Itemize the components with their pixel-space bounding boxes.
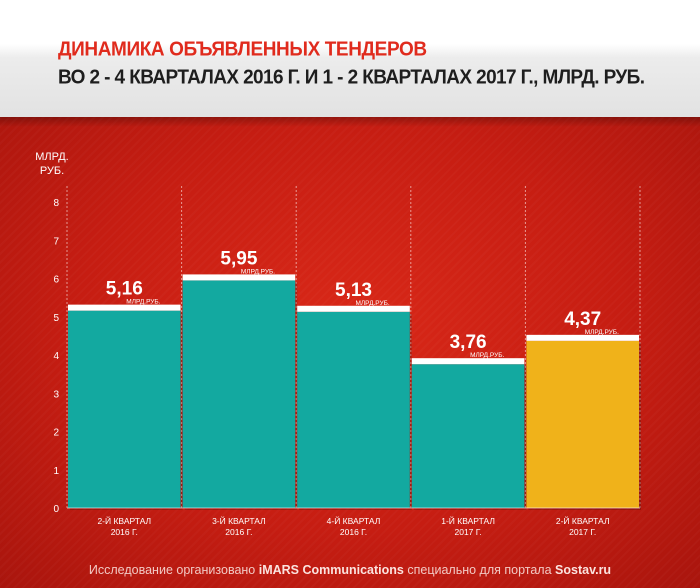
data-unit-label: МЛРД.РУБ. — [585, 329, 619, 336]
footer-brand: iMARS Communications — [258, 563, 404, 577]
data-label: 5,95 — [220, 248, 257, 269]
header: ДИНАМИКА ОБЪЯВЛЕННЫХ ТЕНДЕРОВ ВО 2 - 4 К… — [0, 0, 700, 117]
data-label: 5,16 — [106, 279, 143, 300]
bar — [297, 311, 410, 508]
data-label: 4,37 — [564, 309, 601, 330]
y-tick-label: 5 — [53, 313, 59, 324]
data-label: 5,13 — [335, 280, 372, 301]
x-tick-label: 2017 Г. — [454, 527, 481, 537]
bar-cap — [526, 334, 639, 341]
y-axis-label: МЛРД. — [35, 151, 69, 163]
x-tick-label: 2016 Г. — [225, 527, 252, 537]
bar-cap — [297, 305, 410, 312]
y-tick-label: 2 — [53, 428, 59, 439]
footer-portal: Sostav.ru — [555, 563, 612, 577]
footer-credit: Исследование организовано iMARS Communic… — [0, 563, 700, 577]
chart-subtitle: ВО 2 - 4 КВАРТАЛАХ 2016 Г. И 1 - 2 КВАРТ… — [58, 66, 645, 89]
y-tick-label: 7 — [53, 236, 59, 247]
bar — [68, 310, 181, 508]
data-unit-label: МЛРД.РУБ. — [241, 268, 275, 275]
y-axis-label: РУБ. — [40, 165, 64, 177]
y-tick-label: 0 — [53, 504, 59, 515]
bar-cap — [182, 274, 296, 281]
y-tick-label: 1 — [53, 466, 59, 477]
x-tick-label: 3-Й КВАРТАЛ — [212, 515, 266, 526]
bar-cap — [411, 358, 525, 365]
y-tick-label: 8 — [53, 198, 59, 209]
x-tick-label: 2-Й КВАРТАЛ — [97, 515, 151, 526]
data-unit-label: МЛРД.РУБ. — [470, 352, 504, 359]
bar — [411, 364, 525, 508]
footer-text-2: специально для портала — [403, 563, 556, 577]
x-tick-label: 2016 Г. — [340, 527, 367, 537]
y-tick-label: 3 — [53, 389, 59, 400]
bar — [526, 340, 639, 508]
bar — [182, 280, 296, 508]
x-tick-label: 2-Й КВАРТАЛ — [556, 515, 610, 526]
footer-text-1: Исследование организовано — [88, 563, 259, 577]
x-tick-label: 2017 Г. — [569, 527, 596, 537]
bar-cap — [68, 304, 181, 311]
data-unit-label: МЛРД.РУБ. — [126, 299, 160, 306]
data-label: 3,76 — [450, 332, 487, 353]
y-tick-label: 4 — [53, 351, 59, 362]
x-tick-label: 4-Й КВАРТАЛ — [327, 515, 381, 526]
x-tick-label: 2016 Г. — [111, 527, 138, 537]
chart-title: ДИНАМИКА ОБЪЯВЛЕННЫХ ТЕНДЕРОВ — [58, 38, 427, 61]
x-tick-label: 1-Й КВАРТАЛ — [441, 515, 495, 526]
y-tick-label: 6 — [53, 275, 59, 286]
data-unit-label: МЛРД.РУБ. — [356, 300, 390, 307]
